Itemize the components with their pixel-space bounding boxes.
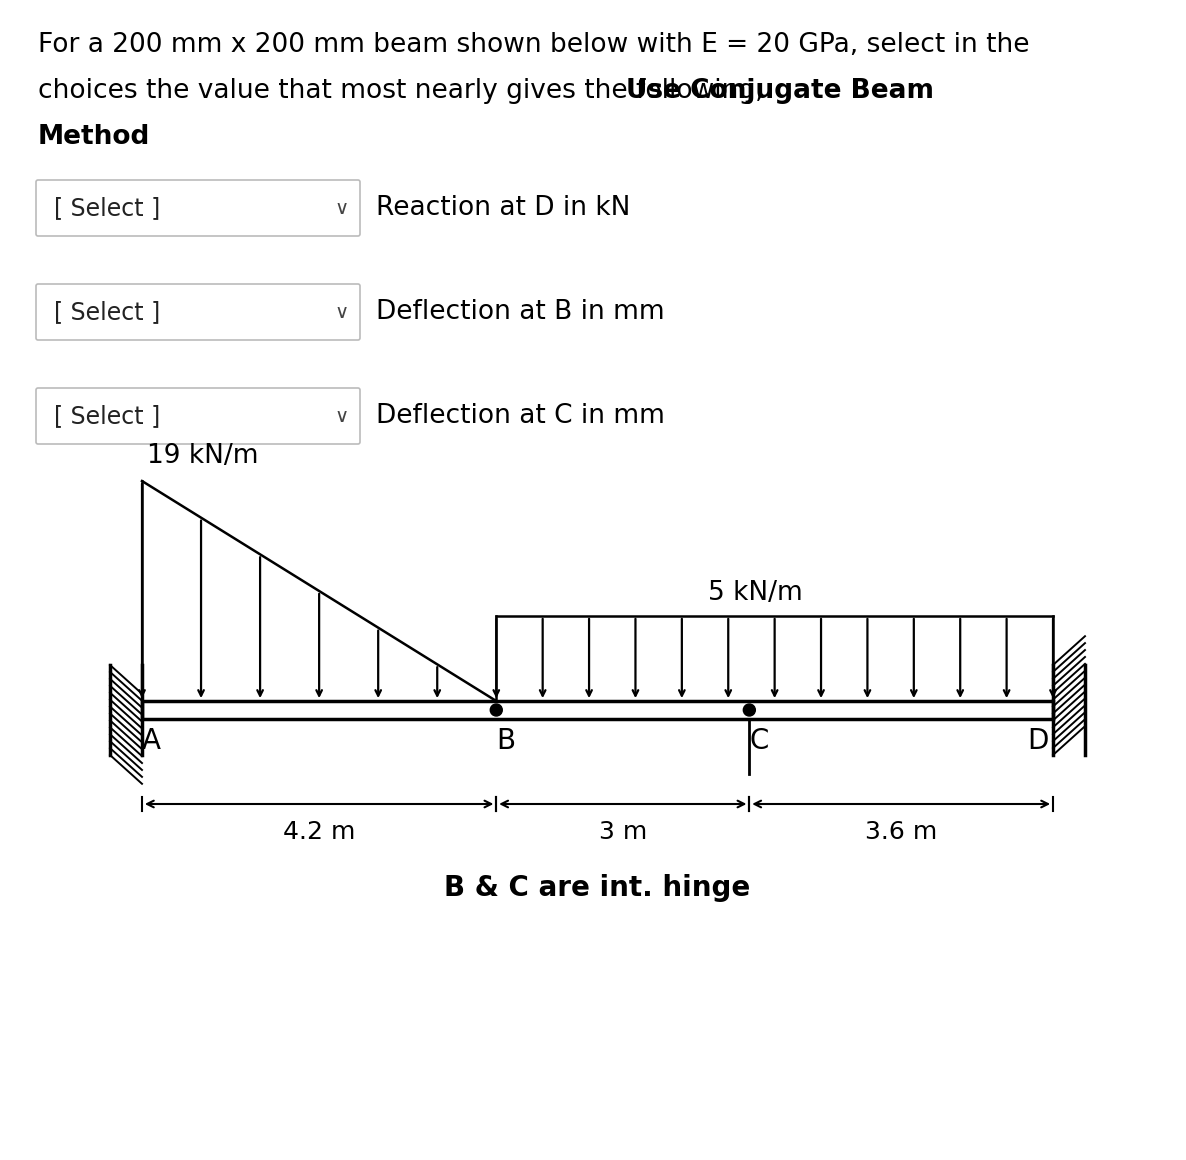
Text: B: B xyxy=(496,727,516,755)
Circle shape xyxy=(490,704,503,716)
Text: A: A xyxy=(142,727,161,755)
Text: Use Conjugate Beam: Use Conjugate Beam xyxy=(626,78,935,104)
Text: 5 kN/m: 5 kN/m xyxy=(708,580,803,606)
Circle shape xyxy=(744,704,755,716)
Text: D: D xyxy=(1027,727,1048,755)
Text: choices the value that most nearly gives the following;: choices the value that most nearly gives… xyxy=(38,78,772,104)
FancyBboxPatch shape xyxy=(36,284,361,340)
Text: [ Select ]: [ Select ] xyxy=(55,196,160,220)
Text: B & C are int. hinge: B & C are int. hinge xyxy=(445,873,751,902)
FancyBboxPatch shape xyxy=(36,180,361,235)
Text: ∨: ∨ xyxy=(334,406,349,426)
Text: ∨: ∨ xyxy=(334,303,349,321)
Text: 3.6 m: 3.6 m xyxy=(865,820,937,844)
Text: C: C xyxy=(750,727,769,755)
Bar xyxy=(142,701,1053,719)
Text: 3 m: 3 m xyxy=(599,820,646,844)
Text: [ Select ]: [ Select ] xyxy=(55,404,160,428)
Text: For a 200 mm x 200 mm beam shown below with E = 20 GPa, select in the: For a 200 mm x 200 mm beam shown below w… xyxy=(38,32,1029,58)
Text: Deflection at B in mm: Deflection at B in mm xyxy=(376,299,664,325)
Text: 19 kN/m: 19 kN/m xyxy=(147,443,259,469)
FancyBboxPatch shape xyxy=(36,387,361,444)
Text: Deflection at C in mm: Deflection at C in mm xyxy=(376,403,665,429)
Text: [ Select ]: [ Select ] xyxy=(55,300,160,324)
Text: 4.2 m: 4.2 m xyxy=(283,820,356,844)
Text: Reaction at D in kN: Reaction at D in kN xyxy=(376,195,631,222)
Text: Method: Method xyxy=(38,124,151,150)
Text: ∨: ∨ xyxy=(334,198,349,218)
